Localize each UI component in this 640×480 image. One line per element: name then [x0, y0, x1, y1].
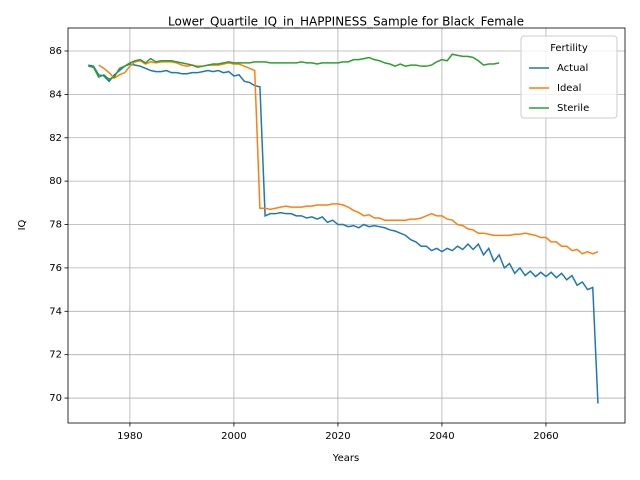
- y-tick-label: 74: [49, 306, 62, 317]
- x-tick-label: 2020: [325, 431, 350, 442]
- y-axis-label: IQ: [17, 219, 28, 230]
- legend-title: Fertility: [550, 43, 588, 54]
- chart-title: Lower_Quartile_IQ_in_HAPPINESS_Sample fo…: [168, 15, 524, 29]
- series-line: [88, 63, 599, 404]
- x-axis-label: Years: [332, 453, 359, 464]
- y-tick-label: 78: [49, 220, 62, 231]
- y-tick-label: 82: [49, 133, 62, 144]
- x-tick-label: 1980: [117, 431, 142, 442]
- y-tick-label: 86: [49, 46, 62, 57]
- legend-label: Ideal: [557, 83, 581, 94]
- x-tick-label: 2040: [429, 431, 454, 442]
- series-line: [88, 53, 500, 81]
- plot-frame: [67, 27, 626, 424]
- series-line: [98, 59, 599, 255]
- y-tick-label: 72: [49, 350, 62, 361]
- x-tick-label: 2060: [533, 431, 558, 442]
- legend-box: [520, 35, 618, 119]
- x-tick-label: 2000: [221, 431, 246, 442]
- y-tick-label: 76: [49, 263, 62, 274]
- y-tick-label: 84: [49, 89, 62, 100]
- legend-label: Actual: [557, 63, 588, 74]
- y-tick-label: 70: [49, 393, 62, 404]
- legend-label: Sterile: [557, 103, 589, 114]
- y-tick-label: 80: [49, 176, 62, 187]
- legend: Fertility Actual Ideal Sterile: [520, 35, 618, 119]
